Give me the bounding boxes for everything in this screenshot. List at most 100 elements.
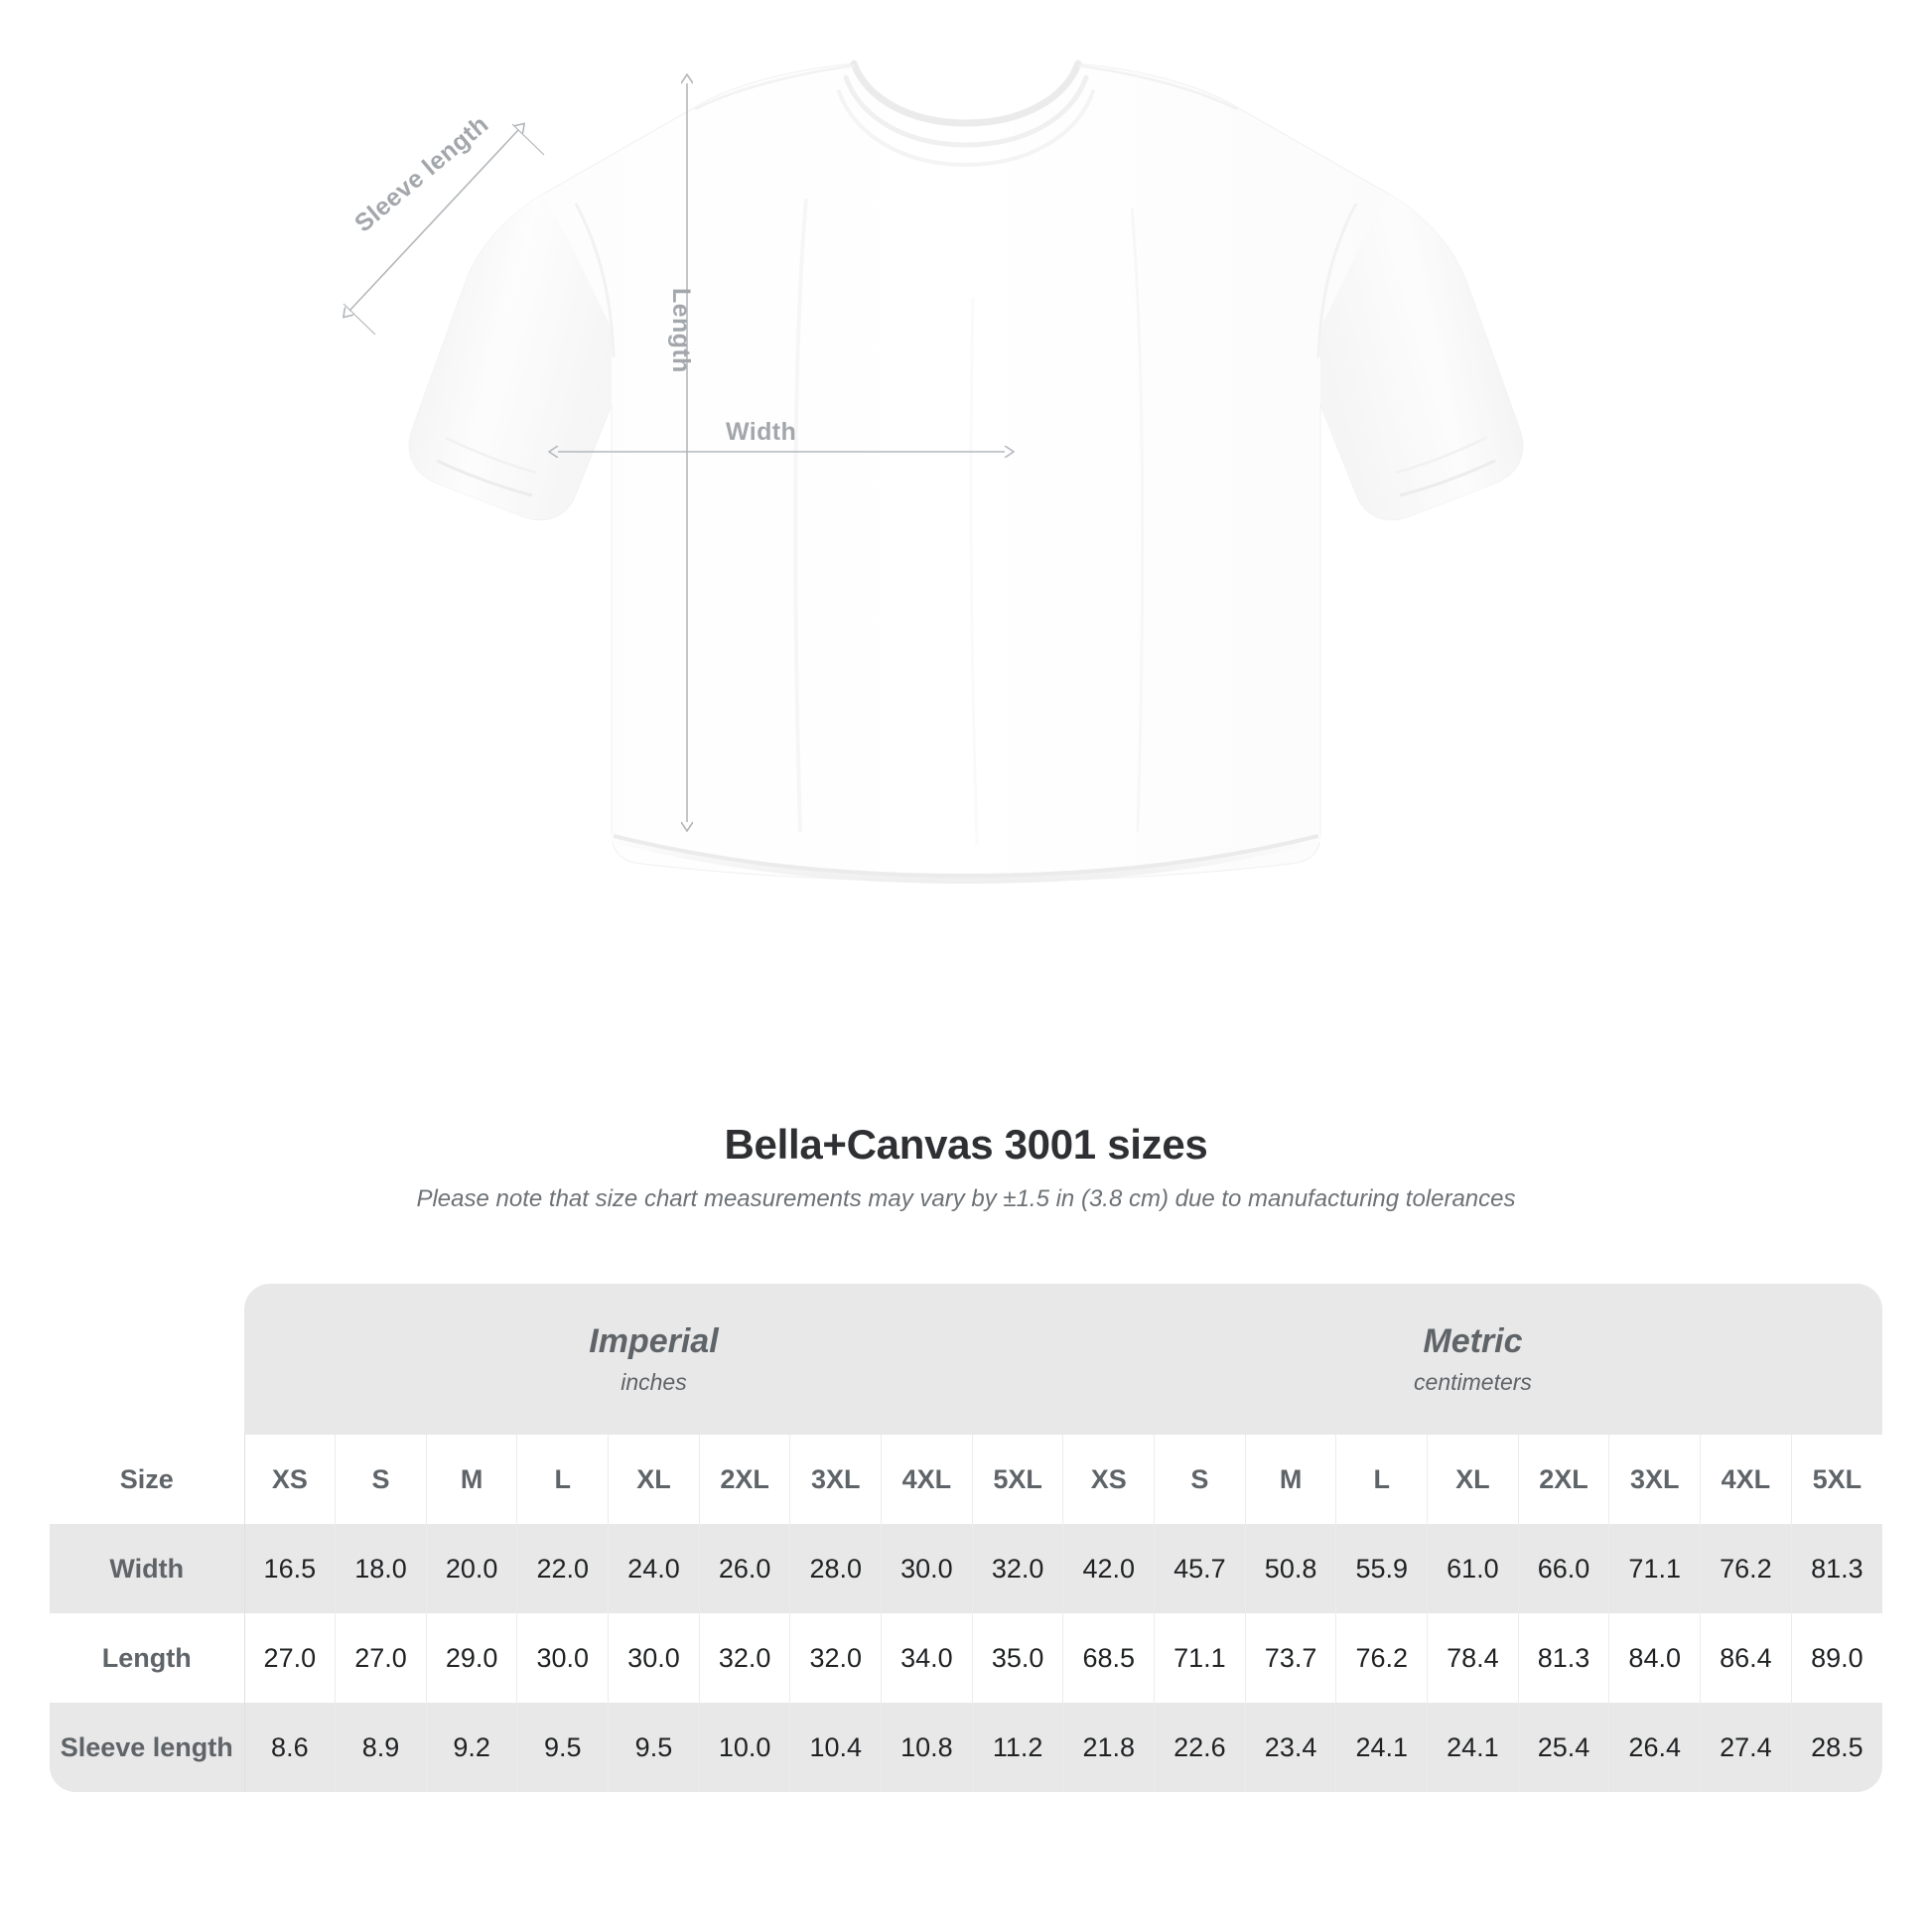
size-chart-table: Imperial inches Metric centimeters Size XS S M L…	[50, 1284, 1882, 1792]
cell-sleeve-length-metric-2xl: 25.4	[1518, 1703, 1610, 1792]
cell-sleeve-length-metric-5xl: 28.5	[1791, 1703, 1882, 1792]
cell-sleeve-length-imperial-l: 9.5	[516, 1703, 610, 1792]
cell-width-imperial-xl: 24.0	[608, 1524, 700, 1613]
cell-length-metric-s: 71.1	[1154, 1613, 1246, 1703]
cell-sleeve-length-metric-m: 23.4	[1245, 1703, 1337, 1792]
size-header-metric-s: S	[1154, 1435, 1246, 1524]
cell-width-metric-3xl: 71.1	[1608, 1524, 1702, 1613]
cell-length-metric-xl: 78.4	[1427, 1613, 1519, 1703]
column-header-size: Size	[50, 1435, 245, 1524]
cell-sleeve-length-imperial-s: 8.9	[335, 1703, 427, 1792]
measurement-guides	[344, 83, 1005, 822]
cell-length-imperial-m: 29.0	[426, 1613, 518, 1703]
cell-width-metric-xl: 61.0	[1427, 1524, 1519, 1613]
cell-sleeve-length-metric-4xl: 27.4	[1700, 1703, 1792, 1792]
cell-length-metric-xs: 68.5	[1062, 1613, 1156, 1703]
page-title: Bella+Canvas 3001 sizes	[724, 1121, 1208, 1168]
cell-length-imperial-xs: 27.0	[244, 1613, 337, 1703]
table-row: Sleeve length 8.6 8.9 9.2 9.5 9.5 10.0 10.4 10.8…	[50, 1703, 1882, 1792]
cell-length-imperial-5xl: 35.0	[972, 1613, 1064, 1703]
cell-width-imperial-s: 18.0	[335, 1524, 427, 1613]
width-annotation: Width	[726, 418, 797, 446]
size-header-metric-5xl: 5XL	[1791, 1435, 1882, 1524]
cell-sleeve-length-imperial-4xl: 10.8	[881, 1703, 973, 1792]
cell-width-imperial-3xl: 28.0	[789, 1524, 883, 1613]
size-header-metric-3xl: 3XL	[1608, 1435, 1702, 1524]
cell-length-metric-5xl: 89.0	[1791, 1613, 1882, 1703]
unit-name: Imperial	[589, 1322, 719, 1361]
size-header-metric-l: L	[1335, 1435, 1429, 1524]
page-subtitle: Please note that size chart measurements…	[416, 1185, 1516, 1213]
tshirt-diagram-svg	[0, 60, 1524, 884]
cell-width-metric-l: 55.9	[1335, 1524, 1429, 1613]
unit-header-metric: Metric centimeters	[1062, 1284, 1882, 1435]
unit-name: Metric	[1423, 1322, 1523, 1361]
unit-subtitle: inches	[621, 1369, 687, 1396]
size-header-imperial-m: M	[426, 1435, 518, 1524]
cell-length-metric-2xl: 81.3	[1518, 1613, 1610, 1703]
cell-sleeve-length-imperial-xs: 8.6	[244, 1703, 337, 1792]
cell-width-imperial-l: 22.0	[516, 1524, 610, 1613]
size-header-row: Size XS S M L XL 2XL 3XL 4XL 5XL XS S M L XL 2XL 3XL 4XL 5…	[50, 1435, 1882, 1524]
cell-sleeve-length-imperial-m: 9.2	[426, 1703, 518, 1792]
cell-sleeve-length-metric-3xl: 26.4	[1608, 1703, 1702, 1792]
cell-sleeve-length-imperial-5xl: 11.2	[972, 1703, 1064, 1792]
row-header-width: Width	[50, 1524, 245, 1613]
cell-sleeve-length-metric-xl: 24.1	[1427, 1703, 1519, 1792]
cell-length-metric-l: 76.2	[1335, 1613, 1429, 1703]
size-header-metric-4xl: 4XL	[1700, 1435, 1792, 1524]
cell-sleeve-length-imperial-3xl: 10.4	[789, 1703, 883, 1792]
unit-banner-row: Imperial inches Metric centimeters	[50, 1284, 1882, 1435]
unit-subtitle: centimeters	[1414, 1369, 1532, 1396]
cell-width-metric-s: 45.7	[1154, 1524, 1246, 1613]
size-header-imperial-2xl: 2XL	[699, 1435, 791, 1524]
cell-width-metric-5xl: 81.3	[1791, 1524, 1882, 1613]
cell-width-imperial-xs: 16.5	[244, 1524, 337, 1613]
cell-length-imperial-4xl: 34.0	[881, 1613, 973, 1703]
cell-sleeve-length-metric-l: 24.1	[1335, 1703, 1429, 1792]
cell-sleeve-length-metric-xs: 21.8	[1062, 1703, 1156, 1792]
cell-length-imperial-2xl: 32.0	[699, 1613, 791, 1703]
size-header-imperial-xl: XL	[608, 1435, 700, 1524]
cell-sleeve-length-imperial-2xl: 10.0	[699, 1703, 791, 1792]
row-header-length: Length	[50, 1613, 245, 1703]
cell-width-metric-4xl: 76.2	[1700, 1524, 1792, 1613]
size-header-metric-m: M	[1245, 1435, 1337, 1524]
unit-header-imperial: Imperial inches	[244, 1284, 1063, 1435]
size-header-imperial-s: S	[335, 1435, 427, 1524]
size-header-imperial-l: L	[516, 1435, 610, 1524]
row-header-sleeve-length: Sleeve length	[50, 1703, 245, 1792]
cell-length-metric-3xl: 84.0	[1608, 1613, 1702, 1703]
size-header-imperial-4xl: 4XL	[881, 1435, 973, 1524]
cell-width-metric-2xl: 66.0	[1518, 1524, 1610, 1613]
sleeve-length-line	[349, 130, 518, 311]
length-annotation: Length	[667, 288, 695, 373]
size-chart-table-wrap: Imperial inches Metric centimeters Size XS S M L…	[50, 1284, 1882, 1792]
cell-width-imperial-4xl: 30.0	[881, 1524, 973, 1613]
cell-length-metric-4xl: 86.4	[1700, 1613, 1792, 1703]
cell-length-imperial-3xl: 32.0	[789, 1613, 883, 1703]
cell-width-metric-m: 50.8	[1245, 1524, 1337, 1613]
size-header-imperial-3xl: 3XL	[789, 1435, 883, 1524]
size-header-metric-xs: XS	[1062, 1435, 1156, 1524]
cell-width-imperial-5xl: 32.0	[972, 1524, 1064, 1613]
cell-width-imperial-m: 20.0	[426, 1524, 518, 1613]
cell-length-metric-m: 73.7	[1245, 1613, 1337, 1703]
tshirt-garment	[408, 60, 1524, 884]
title-block: Bella+Canvas 3001 sizes Please note that…	[0, 1121, 1932, 1214]
unit-banner-spacer	[50, 1284, 244, 1435]
size-header-metric-2xl: 2XL	[1518, 1435, 1610, 1524]
table-row: Width 16.5 18.0 20.0 22.0 24.0 26.0 28.0 30.0 32.…	[50, 1524, 1882, 1613]
cell-width-metric-xs: 42.0	[1062, 1524, 1156, 1613]
size-header-imperial-5xl: 5XL	[972, 1435, 1064, 1524]
size-header-metric-xl: XL	[1427, 1435, 1519, 1524]
cell-sleeve-length-imperial-xl: 9.5	[608, 1703, 700, 1792]
cell-sleeve-length-metric-s: 22.6	[1154, 1703, 1246, 1792]
cell-length-imperial-l: 30.0	[516, 1613, 610, 1703]
cell-length-imperial-s: 27.0	[335, 1613, 427, 1703]
cell-length-imperial-xl: 30.0	[608, 1613, 700, 1703]
tshirt-illustration-panel: Sleeve length Length Width	[0, 60, 1524, 884]
cell-width-imperial-2xl: 26.0	[699, 1524, 791, 1613]
size-header-imperial-xs: XS	[244, 1435, 337, 1524]
table-row: Length 27.0 27.0 29.0 30.0 30.0 32.0 32.0 34.0 35…	[50, 1613, 1882, 1703]
